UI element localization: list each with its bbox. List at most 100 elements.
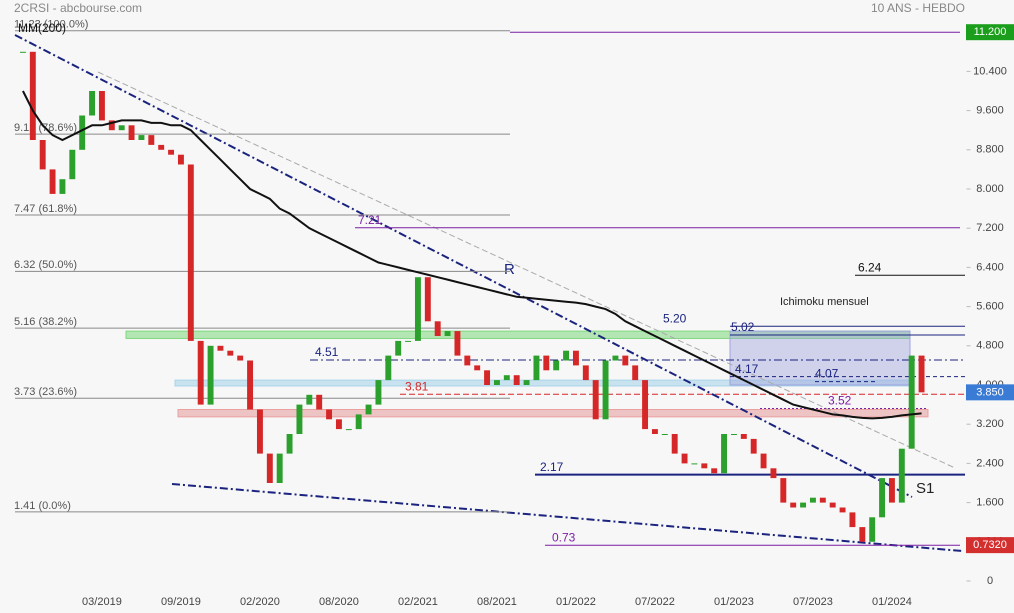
candle [286, 434, 293, 454]
level-label: 5.20 [663, 311, 687, 325]
annotation: R [504, 261, 515, 278]
candle [642, 380, 649, 430]
candle [898, 448, 905, 503]
y-tick-label: 5.600 [976, 301, 1004, 313]
level-label: 7.21 [358, 213, 382, 227]
candle [888, 478, 895, 503]
x-tick-label: 08/2020 [319, 596, 359, 608]
candle [405, 340, 412, 342]
candle [651, 429, 658, 434]
candle [444, 331, 451, 336]
fib-label: 11.23 (100.0%) [14, 19, 88, 31]
candle [247, 360, 254, 410]
candle [740, 434, 747, 439]
candle [59, 179, 66, 194]
candle [355, 414, 362, 430]
candle [918, 355, 925, 393]
legend-entry: MM(200) [18, 21, 66, 35]
candle [207, 345, 214, 405]
x-tick-label: 01/2022 [556, 596, 596, 608]
candle [345, 429, 352, 431]
candle [227, 350, 234, 356]
price-badge [966, 537, 1014, 554]
y-tick-label: 8.000 [976, 183, 1004, 195]
candle [256, 409, 263, 454]
candle [434, 321, 441, 336]
candle [217, 345, 224, 351]
level-label: 2.17 [540, 460, 564, 474]
x-tick-label: 02/2020 [240, 596, 280, 608]
chart-title: 2CRSI - abcbourse.com [14, 1, 142, 15]
candle [375, 380, 382, 405]
candle [365, 404, 372, 415]
candle [69, 149, 76, 180]
x-tick-label: 01/2024 [872, 596, 912, 608]
price-badge [966, 24, 1014, 41]
candle [474, 365, 481, 371]
price-badge-label: 3.850 [976, 386, 1004, 398]
candle [839, 507, 846, 513]
candle [335, 419, 342, 430]
candle [296, 404, 303, 434]
candle [721, 434, 728, 474]
x-tick-label: 08/2021 [477, 596, 517, 608]
candle [612, 355, 619, 361]
candle [385, 355, 392, 381]
candle [770, 468, 777, 479]
candle [582, 365, 589, 381]
zone [177, 409, 929, 418]
candle [681, 453, 688, 464]
y-tick-label: 10.400 [973, 65, 1007, 77]
trendlines [14, 34, 963, 552]
candle [49, 169, 56, 194]
candle [424, 277, 431, 322]
candle [484, 370, 491, 385]
level-label: 4.07 [815, 367, 839, 381]
level-label: 3.81 [405, 379, 429, 393]
trendline [171, 483, 963, 552]
candle [29, 51, 36, 140]
y-tick-label: 2.400 [976, 457, 1004, 469]
candle [118, 125, 125, 131]
y-tick-label: 4.800 [976, 340, 1004, 352]
candle [89, 91, 96, 116]
candle [849, 512, 856, 528]
candle [671, 434, 678, 454]
candle [632, 365, 639, 381]
level-label: 5.02 [731, 320, 755, 334]
candle [800, 502, 807, 508]
fib-label: 1.41 (0.0%) [14, 500, 71, 512]
zone [729, 330, 911, 386]
candle [701, 463, 708, 469]
y-tick-label: 6.400 [976, 261, 1004, 273]
candle [533, 355, 540, 381]
candle [316, 394, 323, 410]
x-tick-label: 01/2023 [714, 596, 754, 608]
candle [98, 91, 105, 121]
trendline [97, 71, 956, 469]
candle [39, 140, 46, 170]
candle [128, 125, 135, 140]
fib-label: 7.47 (61.8%) [14, 203, 77, 215]
candle [19, 51, 26, 53]
candle [661, 434, 668, 435]
candle [908, 355, 915, 449]
x-tick-label: 07/2023 [793, 596, 833, 608]
y-tick-label: 0 [987, 575, 993, 587]
y-tick-label: 8.800 [976, 144, 1004, 156]
candle [306, 394, 313, 405]
moving-average [22, 90, 922, 420]
candle [553, 360, 560, 371]
candle [790, 502, 797, 508]
level-label: 4.51 [315, 345, 339, 359]
candle [869, 517, 876, 542]
candle [158, 144, 165, 150]
candle [563, 350, 570, 361]
candle [809, 497, 816, 503]
x-tick-label: 02/2021 [398, 596, 438, 608]
fib-label: 3.73 (23.6%) [14, 386, 77, 398]
candle [523, 380, 530, 385]
candle [395, 340, 402, 356]
